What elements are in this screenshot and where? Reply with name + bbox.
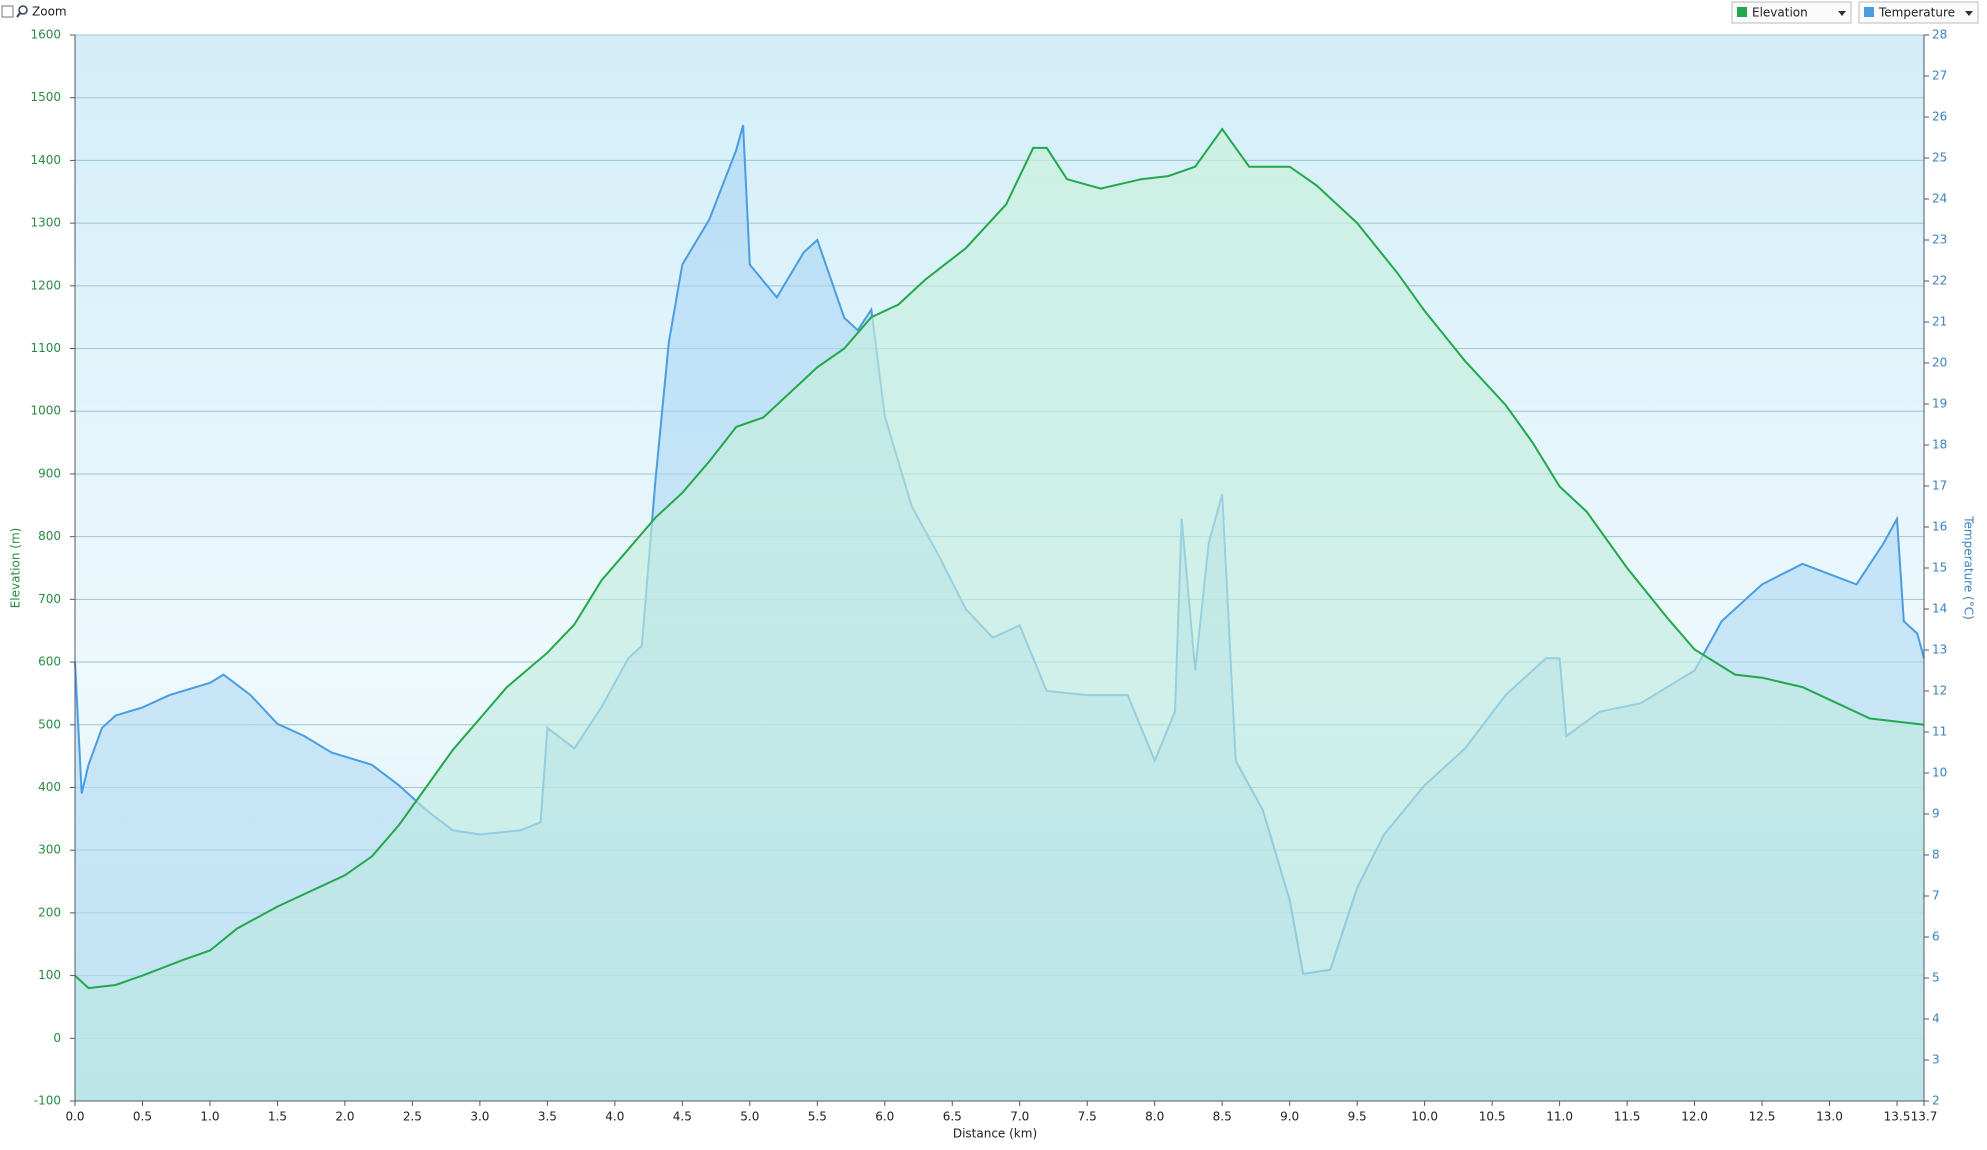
x-tick-label: 4.5: [673, 1110, 692, 1124]
y-tick-label: 100: [38, 968, 61, 982]
y-tick-label: 1500: [30, 90, 61, 104]
x-tick-label: 13.7: [1911, 1110, 1938, 1124]
y2-tick-label: 24: [1932, 192, 1947, 206]
x-tick-label: 6.5: [943, 1110, 962, 1124]
y-tick-label: 300: [38, 843, 61, 857]
x-tick-label: 12.5: [1749, 1110, 1776, 1124]
x-tick-label: 10.5: [1479, 1110, 1506, 1124]
y2-tick-label: 10: [1932, 766, 1947, 780]
y2-tick-label: 12: [1932, 684, 1947, 698]
y2-tick-label: 6: [1932, 930, 1940, 944]
y2-tick-label: 2: [1932, 1094, 1940, 1108]
y-tick-label: 1000: [30, 404, 61, 418]
x-tick-label: 8.5: [1213, 1110, 1232, 1124]
y-tick-label: 900: [38, 466, 61, 480]
x-tick-label: 9.5: [1348, 1110, 1367, 1124]
x-tick-label: 5.0: [740, 1110, 759, 1124]
x-tick-label: 7.0: [1010, 1110, 1029, 1124]
x-tick-label: 9.0: [1280, 1110, 1299, 1124]
y-tick-label: 0: [53, 1031, 61, 1045]
dropdown-arrow: [1838, 11, 1846, 16]
x-tick-label: 13.0: [1816, 1110, 1843, 1124]
x-tick-label: 1.0: [200, 1110, 219, 1124]
y2-tick-label: 17: [1932, 479, 1947, 493]
y2-tick-label: 5: [1932, 971, 1940, 985]
y2-tick-label: 22: [1932, 274, 1947, 288]
series-dropdown[interactable]: [1731, 1, 1852, 24]
x-tick-label: 8.0: [1145, 1110, 1164, 1124]
x-axis-label: Distance (km): [953, 1127, 1037, 1141]
y-tick-label: 400: [38, 780, 61, 794]
x-tick-label: 7.5: [1078, 1110, 1097, 1124]
y2-axis-label: Temperature (°C): [1962, 515, 1976, 620]
x-tick-label: 2.5: [403, 1110, 422, 1124]
x-tick-label: 10.0: [1411, 1110, 1438, 1124]
legend-swatch: [1737, 7, 1747, 17]
x-tick-label: 11.5: [1614, 1110, 1641, 1124]
y-tick-label: 700: [38, 592, 61, 606]
zoom-icon-handle: [16, 12, 21, 18]
y-tick-label: 200: [38, 905, 61, 919]
area-fill: [75, 129, 1924, 1102]
x-tick-label: 6.0: [875, 1110, 894, 1124]
y2-tick-label: 19: [1932, 397, 1947, 411]
x-tick-label: 4.0: [605, 1110, 624, 1124]
y2-tick-label: 15: [1932, 561, 1947, 575]
x-tick-label: 5.5: [808, 1110, 827, 1124]
axes: -100 0 100 200 300 400 500 600 700 800 900 1000 1100…: [30, 28, 1947, 1124]
y2-tick-label: 3: [1932, 1053, 1940, 1067]
y2-tick-label: 28: [1932, 28, 1947, 42]
y-tick-label: 600: [38, 655, 61, 669]
series-dropdown[interactable]: [1858, 1, 1979, 24]
y-tick-label: 500: [38, 717, 61, 731]
y2-tick-label: 8: [1932, 848, 1940, 862]
y2-tick-label: 23: [1932, 233, 1947, 247]
y-tick-label: 1400: [30, 153, 61, 167]
y2-tick-label: 7: [1932, 889, 1940, 903]
y2-tick-label: 18: [1932, 438, 1947, 452]
y-tick-label: 1600: [30, 28, 61, 42]
legend-swatch: [1864, 7, 1874, 17]
dropdown-arrow: [1965, 11, 1973, 16]
series-selectors: Elevation Temperature: [1731, 1, 1979, 24]
y2-tick-label: 25: [1932, 151, 1947, 165]
y2-tick-label: 21: [1932, 315, 1947, 329]
x-tick-label: 11.0: [1546, 1110, 1573, 1124]
areas: [74, 124, 1925, 1102]
zoom-icon: [18, 5, 28, 15]
x-tick-label: 3.0: [470, 1110, 489, 1124]
x-tick-label: 0.5: [133, 1110, 152, 1124]
y2-tick-label: 13: [1932, 643, 1947, 657]
legend-label: Temperature: [1878, 6, 1955, 20]
x-tick-label: 2.0: [335, 1110, 354, 1124]
y2-tick-label: 11: [1932, 725, 1947, 739]
zoom-label[interactable]: Zoom: [32, 5, 67, 19]
series-line: [74, 127, 1925, 990]
y2-tick-label: 26: [1932, 110, 1947, 124]
y2-tick-label: 14: [1932, 602, 1947, 616]
y-axis-label: Elevation (m): [9, 528, 23, 609]
y-tick-label: 800: [38, 529, 61, 543]
y-tick-label: -100: [34, 1094, 61, 1108]
y2-tick-label: 9: [1932, 807, 1940, 821]
y2-tick-label: 16: [1932, 520, 1947, 534]
y-tick-label: 1200: [30, 278, 61, 292]
x-tick-label: 0.0: [65, 1110, 84, 1124]
x-tick-label: 13.5: [1884, 1110, 1911, 1124]
x-tick-label: 3.5: [538, 1110, 557, 1124]
y2-tick-label: 27: [1932, 69, 1947, 83]
zoom-checkbox[interactable]: [1, 5, 14, 18]
y-tick-label: 1300: [30, 216, 61, 230]
y-tick-label: 1100: [30, 341, 61, 355]
x-tick-label: 1.5: [268, 1110, 287, 1124]
x-tick-label: 12.0: [1681, 1110, 1708, 1124]
legend-label: Elevation: [1752, 6, 1808, 20]
y2-tick-label: 4: [1932, 1012, 1940, 1026]
y2-tick-label: 20: [1932, 356, 1947, 370]
